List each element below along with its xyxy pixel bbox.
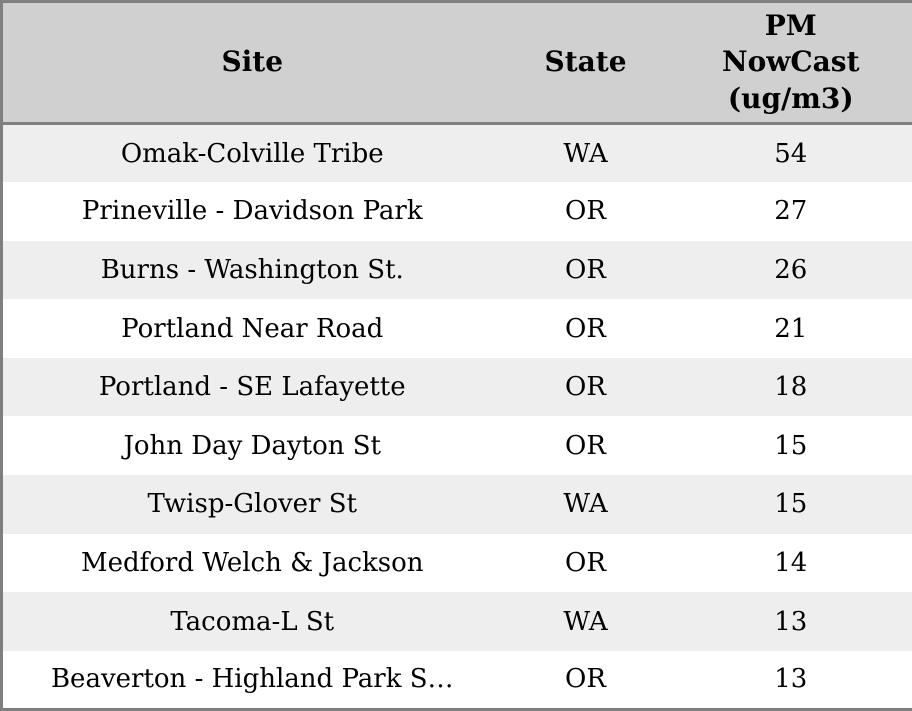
pm-nowcast-cell: 27 [774,196,808,227]
table-row[interactable]: Tacoma-L St WA 13 [1,592,912,651]
state-cell: WA [563,606,608,637]
site-cell: Prineville - Davidson Park [81,196,423,227]
table-row[interactable]: Portland - SE Lafayette OR 18 [1,357,912,417]
state-cell: WA [563,489,608,520]
state-cell: OR [565,313,606,344]
pm-nowcast-cell: 13 [774,606,808,637]
table-row[interactable]: Portland Near Road OR 21 [1,299,912,358]
pm-nowcast-cell: 26 [774,254,808,285]
table-header: Site State PM NowCast (ug/m3) [1,1,912,125]
table-row[interactable]: Burns - Washington St. OR 26 [1,240,912,300]
table-row[interactable]: Prineville - Davidson Park OR 27 [1,182,912,241]
header-row: Site State PM NowCast (ug/m3) [1,1,912,125]
state-cell: OR [565,547,606,578]
column-header-state-label: State [544,45,627,79]
site-cell: Burns - Washington St. [100,254,404,285]
column-header-pm-nowcast: PM NowCast (ug/m3) [669,1,912,125]
pm-nowcast-cell: 14 [774,547,808,578]
table-row[interactable]: John Day Dayton St OR 15 [1,416,912,476]
table-row[interactable]: Beaverton - Highland Park S… OR 13 [1,650,912,710]
column-header-site: Site [1,1,502,125]
column-header-pm-nowcast-label: PM NowCast (ug/m3) [722,8,860,115]
state-cell: OR [565,664,606,695]
table-row[interactable]: Medford Welch & Jackson OR 14 [1,533,912,593]
pm-nowcast-cell: 13 [774,664,808,695]
site-cell: John Day Dayton St [123,430,382,461]
pm-nowcast-cell: 15 [774,430,808,461]
pm-nowcast-cell: 15 [774,489,808,520]
site-cell: Tacoma-L St [170,606,335,637]
site-cell: Portland - SE Lafayette [98,372,406,403]
column-header-site-label: Site [221,45,284,79]
column-header-state: State [501,1,670,125]
table-body: Omak-Colville Tribe WA 54 Prineville - D… [1,123,912,710]
pm-nowcast-cell: 18 [774,372,808,403]
state-cell: OR [565,372,606,403]
site-cell: Medford Welch & Jackson [80,547,424,578]
pm-nowcast-cell: 54 [774,138,808,169]
pm-nowcast-cell: 21 [774,313,808,344]
site-cell: Twisp-Glover St [147,489,358,520]
site-cell: Portland Near Road [121,313,384,344]
table-row[interactable]: Omak-Colville Tribe WA 54 [1,123,912,183]
state-cell: OR [565,254,606,285]
state-cell: OR [565,430,606,461]
state-cell: WA [563,138,608,169]
state-cell: OR [565,196,606,227]
site-cell: Omak-Colville Tribe [120,138,384,169]
table-row[interactable]: Twisp-Glover St WA 15 [1,475,912,534]
site-cell: Beaverton - Highland Park S… [50,664,454,695]
